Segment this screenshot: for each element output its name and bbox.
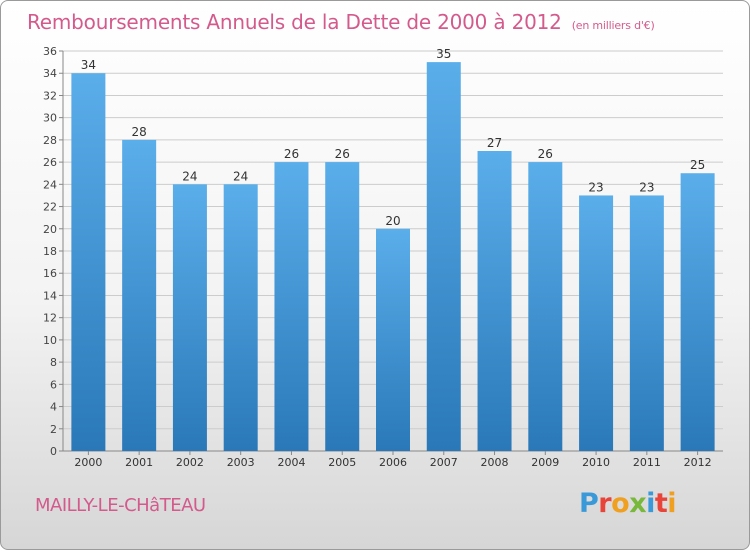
y-tick-label: 10 xyxy=(43,334,57,347)
x-tick-label: 2003 xyxy=(227,456,255,469)
y-tick-label: 0 xyxy=(50,445,57,458)
bar xyxy=(223,184,258,452)
proxiti-logo: Proxiti xyxy=(579,488,677,519)
logo-letter: o xyxy=(611,488,630,519)
bar xyxy=(172,184,207,452)
data-labels: 34 28 24 24 26 26 20 35 27 26 23 23 25 xyxy=(81,47,706,228)
y-tick-label: 16 xyxy=(43,267,57,280)
data-label: 35 xyxy=(436,47,451,61)
y-tick-label: 30 xyxy=(43,112,57,125)
logo-letter: P xyxy=(579,488,599,519)
logo-letter: r xyxy=(598,488,612,519)
data-label: 26 xyxy=(284,147,299,161)
y-tick-label: 36 xyxy=(43,45,57,58)
x-tick-label: 2010 xyxy=(582,456,610,469)
bar xyxy=(680,173,715,451)
bar xyxy=(325,162,360,451)
data-label: 23 xyxy=(588,180,603,194)
data-label: 34 xyxy=(81,58,96,72)
y-tick-label: 28 xyxy=(43,134,57,147)
x-tick-label: 2009 xyxy=(531,456,559,469)
x-tick-label: 2012 xyxy=(684,456,712,469)
logo-letter: i xyxy=(667,488,677,519)
y-tick-label: 26 xyxy=(43,156,57,169)
bar xyxy=(274,162,309,451)
data-label: 27 xyxy=(487,136,502,150)
y-tick-label: 34 xyxy=(43,67,57,80)
logo-letter: x xyxy=(629,488,647,519)
bar xyxy=(528,162,563,451)
y-tick-label: 8 xyxy=(50,356,57,369)
bar xyxy=(426,62,461,451)
y-tick-label: 6 xyxy=(50,378,57,391)
bars xyxy=(71,62,715,452)
x-tick-label: 2004 xyxy=(277,456,305,469)
data-label: 28 xyxy=(132,125,147,139)
bar xyxy=(579,195,614,451)
unit-note: (en milliers d'€) xyxy=(571,19,655,32)
y-tick-label: 18 xyxy=(43,245,57,258)
bar xyxy=(629,195,664,451)
data-label: 24 xyxy=(182,169,197,183)
y-tick-label: 32 xyxy=(43,89,57,102)
y-tick-label: 14 xyxy=(43,289,57,302)
data-label: 20 xyxy=(385,214,400,228)
bar xyxy=(71,73,106,451)
x-tick-label: 2007 xyxy=(430,456,458,469)
y-tick-label: 2 xyxy=(50,423,57,436)
x-tick-label: 2002 xyxy=(176,456,204,469)
chart-title: Remboursements Annuels de la Dette de 20… xyxy=(27,10,655,34)
commune-name: MAILLY-LE-CHâTEAU xyxy=(35,495,206,516)
y-tick-label: 12 xyxy=(43,312,57,325)
y-tick-label: 20 xyxy=(43,223,57,236)
logo-letter: i xyxy=(646,488,655,519)
bar xyxy=(376,228,410,451)
x-tick-label: 2005 xyxy=(328,456,356,469)
y-tick-label: 24 xyxy=(43,178,57,191)
data-label: 24 xyxy=(233,169,248,183)
data-label: 23 xyxy=(639,180,654,194)
data-label: 25 xyxy=(690,158,705,172)
y-tick-label: 4 xyxy=(50,401,57,414)
x-tick-label: 2008 xyxy=(481,456,509,469)
chart-title-text: Remboursements Annuels de la Dette de 20… xyxy=(27,10,562,34)
y-tick-label: 22 xyxy=(43,201,57,214)
logo-letter: t xyxy=(654,488,668,519)
x-tick-label: 2001 xyxy=(125,456,153,469)
bar xyxy=(122,139,157,451)
x-tick-label: 2000 xyxy=(74,456,102,469)
bar xyxy=(477,151,512,451)
data-label: 26 xyxy=(538,147,553,161)
x-tick-label: 2011 xyxy=(633,456,661,469)
x-tick-label: 2006 xyxy=(379,456,407,469)
data-label: 26 xyxy=(335,147,350,161)
